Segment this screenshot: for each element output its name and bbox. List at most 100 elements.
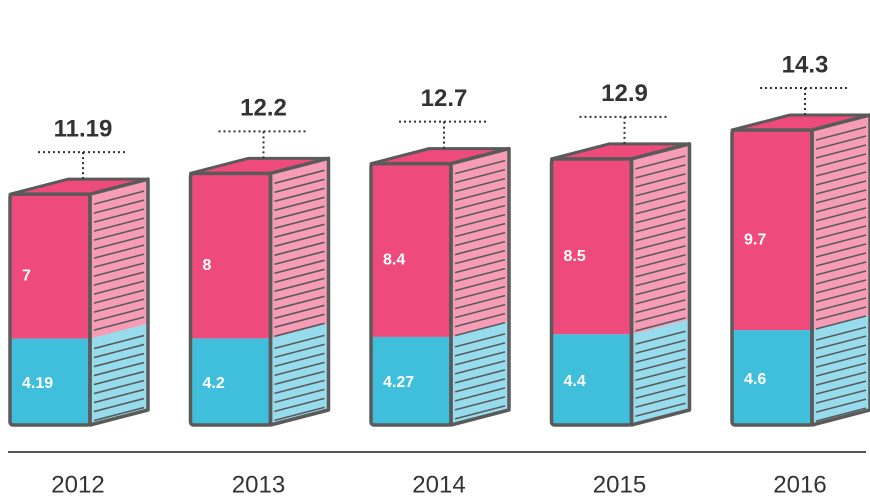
x-tick-label: 2015 [593,471,646,498]
bar-segment [10,338,90,425]
side-outline [88,177,150,427]
hatch [815,288,867,303]
hatch [454,351,506,366]
bar-segment [190,173,271,339]
hatch [454,321,506,337]
hatch [454,177,506,193]
total-label: 11.19 [54,116,113,143]
hatch [635,375,686,391]
hatch [454,168,506,184]
hatch [274,241,325,257]
hatch [93,199,145,214]
hatch [815,380,867,395]
hatch [93,352,145,368]
hatch [93,271,145,286]
hatch [635,245,686,260]
hatch [274,343,325,359]
hatch [274,352,325,368]
hatch [635,164,686,179]
hatch [274,370,325,386]
bar-segment [371,336,451,425]
hatch [815,371,867,386]
hatch [454,240,506,256]
segment-label: 4.2 [203,375,225,392]
hatch [815,126,867,141]
hatch [274,214,325,230]
hatch [93,208,145,223]
side-outline [810,113,870,427]
hatch [635,357,686,373]
hatch [93,235,145,250]
hatch [815,297,867,312]
hatch [635,290,686,305]
hatch [93,316,145,331]
bar-side [631,319,690,425]
total-label: 12.2 [240,95,287,122]
hatch [274,361,325,377]
total-label: 12.7 [421,85,468,112]
hatch [93,280,145,295]
bar-segment [10,194,90,339]
hatch [93,307,145,322]
hatch [274,187,325,203]
hatch [93,406,145,422]
hatch [454,249,506,265]
segment-label: 4.27 [383,374,414,391]
segment-label: 4.6 [744,371,766,388]
bar-segment [732,330,812,425]
hatch [274,379,325,395]
hatch [454,303,506,319]
hatch [815,407,867,422]
x-tick-label: 2014 [412,471,465,498]
hatch [454,204,506,220]
hatch [815,261,867,276]
hatch [454,195,506,211]
hatch [93,379,145,395]
hatch [815,335,867,350]
hatch [635,218,686,233]
hatch [635,191,686,206]
hatch [274,304,325,320]
segment-label: 4.19 [22,375,53,392]
hatch [274,388,325,404]
hatch [454,222,506,238]
bar-segment [190,338,271,425]
hatch [454,267,506,283]
hatch [635,236,686,251]
hatch [274,223,325,239]
hatch [454,294,506,310]
hatch [815,398,867,413]
hatch [635,366,686,382]
hatch [815,180,867,195]
bar-segment [551,158,632,335]
hatch [635,384,686,400]
hatch [93,262,145,277]
hatch [815,344,867,359]
hatch [454,213,506,229]
hatch [635,308,686,323]
bar-segment [732,130,812,331]
hatch [635,339,686,355]
total-label: 12.9 [601,80,648,107]
hatch [93,343,145,359]
hatch [93,334,145,350]
hatch [815,144,867,159]
hatch [93,361,145,377]
hatch [454,396,506,411]
hatch [274,334,325,350]
hatch [274,313,325,329]
hatch [274,169,325,185]
hatch [635,263,686,278]
hatch [93,388,145,404]
hatch [274,232,325,248]
bar-segment [551,334,632,425]
hatch [815,234,867,249]
hatch [815,353,867,368]
hatch [815,326,867,341]
hatch [454,360,506,375]
hatch [635,254,686,269]
hatch [635,348,686,364]
hatch [274,196,325,212]
hatch [93,370,145,386]
